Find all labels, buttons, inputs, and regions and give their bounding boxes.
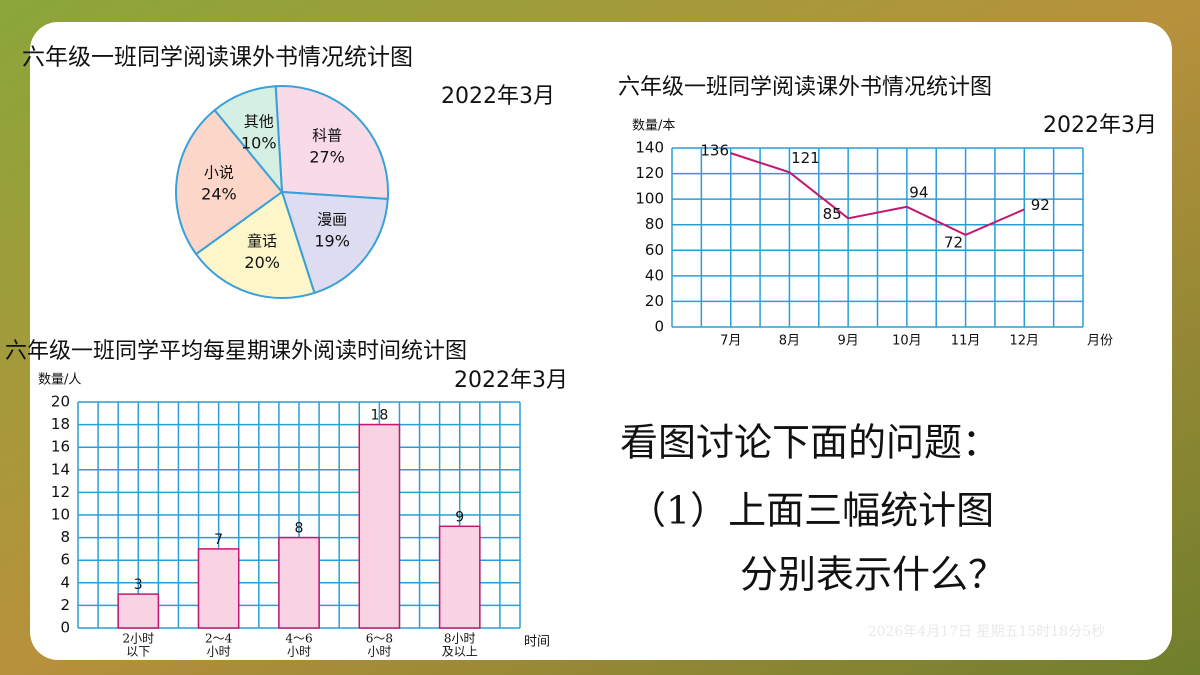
question-line: （1）上面三幅统计图: [628, 489, 994, 533]
x-tick-label: 11月: [951, 334, 981, 349]
x-tick-label: 及以上: [442, 645, 478, 659]
pie-slice: [280, 190, 389, 295]
y-tick-label: 80: [645, 215, 664, 233]
x-tick-label: 12月: [1010, 334, 1040, 349]
data-label: 18: [370, 408, 388, 424]
chart-title: 六年级一班同学平均每星期课外阅读时间统计图: [5, 339, 467, 364]
y-tick-label: 4: [60, 573, 70, 591]
chart-subtitle: 2022年3月: [441, 84, 555, 109]
y-tick-label: 140: [635, 139, 664, 157]
x-tick-label: 以下: [126, 645, 150, 659]
y-tick-label: 14: [51, 460, 70, 478]
pie-slice: [175, 108, 284, 256]
y-tick-label: 8: [60, 528, 70, 546]
slice-value: 27%: [309, 148, 345, 167]
timestamp: 2026年4月17日 星期五15时18分5秒: [868, 624, 1105, 640]
x-tick-label: 小时: [207, 645, 231, 659]
slice-value: 19%: [314, 232, 350, 251]
y-tick-label: 20: [51, 393, 70, 411]
x-axis-label: 时间: [524, 635, 550, 650]
chart-subtitle: 2022年3月: [454, 368, 568, 393]
data-label: 7: [214, 532, 223, 548]
x-tick-label: 2小时: [122, 632, 154, 646]
x-tick-label: 8月: [779, 334, 800, 349]
y-tick-label: 0: [654, 318, 664, 336]
question-heading: 看图讨论下面的问题：: [620, 421, 1000, 465]
slice-label: 童话: [247, 232, 277, 250]
data-label: 92: [1031, 196, 1050, 214]
y-tick-label: 100: [635, 190, 664, 208]
data-label: 3: [134, 577, 143, 593]
slice-value: 10%: [241, 133, 277, 152]
pie-slice: [274, 85, 389, 201]
y-tick-label: 60: [645, 241, 664, 259]
slice-label: 科普: [312, 127, 342, 145]
x-tick-label: 小时: [367, 645, 391, 659]
y-axis-label: 数量/本: [632, 119, 675, 134]
y-tick-label: 18: [51, 415, 70, 433]
x-tick-label: 9月: [838, 334, 859, 349]
data-label: 136: [700, 142, 729, 160]
bar: [278, 536, 320, 629]
x-tick-label: 10月: [892, 334, 922, 349]
chart-title: 六年级一班同学阅读课外书情况统计图: [22, 45, 413, 71]
x-tick-label: 2～4: [205, 632, 233, 646]
x-tick-label: 小时: [287, 645, 311, 659]
y-tick-label: 120: [635, 164, 664, 182]
x-tick-label: 8小时: [444, 632, 476, 646]
data-label: 8: [295, 521, 304, 537]
x-tick-label: 7月: [720, 334, 741, 349]
y-tick-label: 10: [51, 506, 70, 524]
bar: [438, 525, 481, 629]
line: [730, 152, 1025, 237]
x-axis-label: 月份: [1087, 334, 1113, 349]
y-tick-label: 2: [60, 596, 70, 614]
y-tick-label: 0: [60, 619, 70, 637]
data-label: 121: [791, 149, 820, 167]
data-label: 85: [823, 205, 842, 223]
data-label: 94: [909, 183, 928, 201]
slice-label: 小说: [204, 163, 234, 181]
slice-value: 24%: [201, 184, 237, 203]
y-tick-label: 40: [645, 266, 664, 284]
slice-value: 20%: [244, 253, 280, 272]
pie-slice: [213, 85, 284, 196]
x-tick-label: 6～8: [366, 632, 393, 646]
y-tick-label: 6: [60, 551, 70, 569]
y-tick-label: 12: [51, 483, 70, 501]
bar: [197, 548, 240, 629]
bar: [358, 423, 401, 629]
x-tick-label: 4～6: [285, 632, 312, 646]
data-label: 72: [944, 233, 963, 251]
bar: [117, 593, 160, 629]
chart-subtitle: 2022年3月: [1043, 113, 1157, 138]
chart-title: 六年级一班同学阅读课外书情况统计图: [618, 75, 992, 100]
data-label: 9: [455, 509, 464, 525]
pie-slice: [194, 190, 316, 299]
y-axis-label: 数量/人: [38, 373, 81, 388]
question-line: 分别表示什么？: [740, 553, 1006, 597]
slice-label: 其他: [244, 112, 274, 130]
y-tick-label: 20: [645, 292, 664, 310]
slice-label: 漫画: [317, 211, 347, 229]
y-tick-label: 16: [51, 438, 70, 456]
